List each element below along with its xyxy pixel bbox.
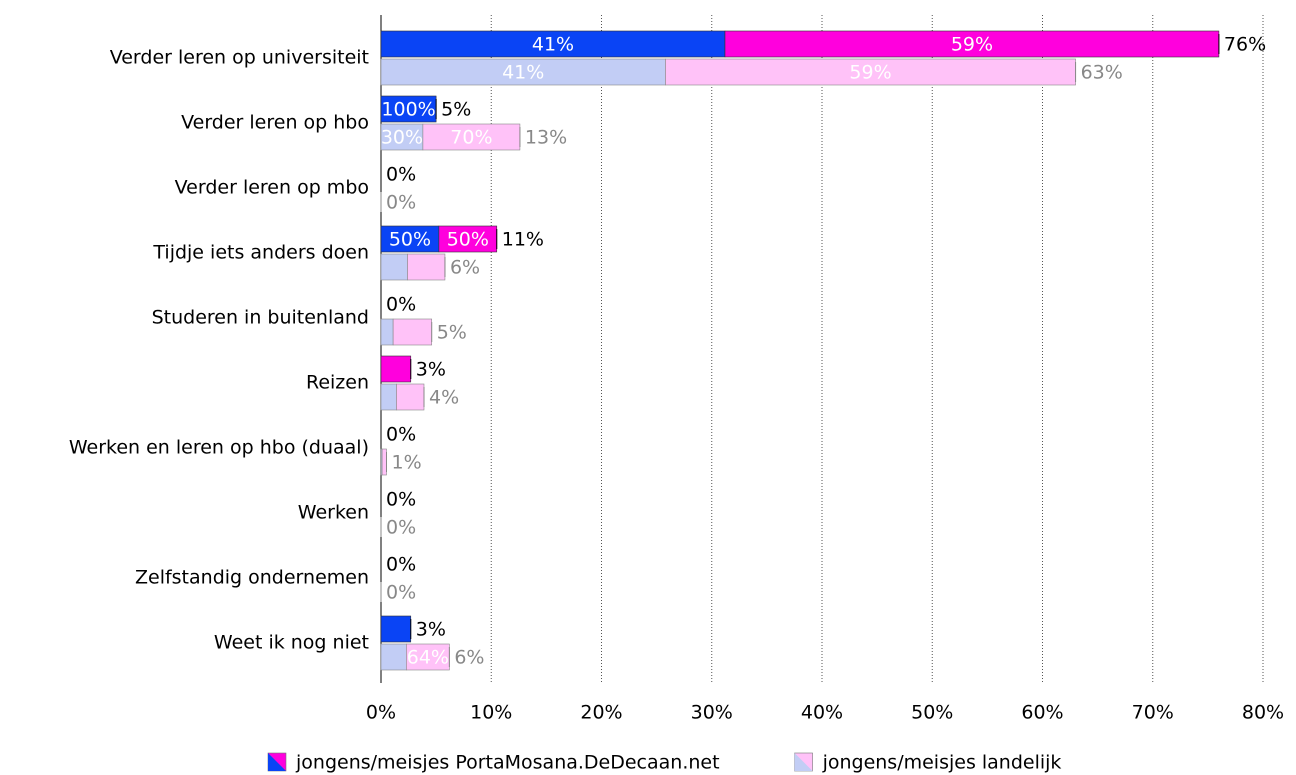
legend-label: jongens/meisjes PortaMosana.DeDecaan.net <box>295 752 720 774</box>
total-label: 63% <box>1081 62 1123 84</box>
bar-segment <box>380 318 394 346</box>
total-label: 0% <box>386 424 416 446</box>
share-label: 50% <box>389 229 431 251</box>
x-tick-label: 40% <box>801 702 843 724</box>
total-label: 11% <box>502 229 544 251</box>
category-label: Werken en leren op hbo (duaal) <box>69 437 369 459</box>
legend-swatch <box>794 753 813 771</box>
bar-segment <box>407 253 446 281</box>
category-label: Studeren in buitenland <box>152 307 369 329</box>
x-tick-label: 10% <box>470 702 512 724</box>
bar-segment <box>392 318 433 346</box>
share-label: 70% <box>450 127 492 149</box>
legend-label: jongens/meisjes landelijk <box>822 752 1062 774</box>
x-tick-label: 30% <box>691 702 733 724</box>
share-label: 59% <box>951 34 993 56</box>
total-label: 6% <box>450 257 480 279</box>
share-label: 50% <box>447 229 489 251</box>
bar-segment <box>380 355 412 383</box>
total-label: 4% <box>429 387 459 409</box>
legend-swatch <box>268 753 286 771</box>
x-tick-label: 0% <box>366 702 396 724</box>
total-label: 13% <box>525 127 567 149</box>
bar-segment <box>380 30 726 58</box>
total-label: 1% <box>392 452 422 474</box>
bar-segment <box>380 225 440 253</box>
x-tick-label: 80% <box>1242 702 1284 724</box>
bar-segment <box>396 383 425 411</box>
bar-segment <box>406 643 450 671</box>
total-label: 0% <box>386 192 416 214</box>
total-label: 3% <box>416 619 446 641</box>
total-label: 5% <box>441 99 471 121</box>
bar-segment <box>380 58 666 86</box>
category-label: Reizen <box>306 372 369 394</box>
bar-segment <box>380 123 424 151</box>
bar-segment <box>380 615 412 643</box>
total-label: 76% <box>1224 34 1266 56</box>
share-label: 41% <box>532 34 574 56</box>
share-label: 59% <box>849 62 891 84</box>
bar-segment <box>665 58 1076 86</box>
x-tick-label: 20% <box>580 702 622 724</box>
share-label: 41% <box>502 62 544 84</box>
total-label: 0% <box>386 164 416 186</box>
x-tick-label: 60% <box>1021 702 1063 724</box>
category-label: Verder leren op mbo <box>175 177 369 199</box>
share-label: 30% <box>381 127 423 149</box>
total-label: 5% <box>437 322 467 344</box>
category-label: Tijdje iets anders doen <box>152 242 369 264</box>
total-label: 0% <box>386 517 416 539</box>
total-label: 0% <box>386 294 416 316</box>
category-label: Werken <box>298 502 369 524</box>
bar-segment <box>380 253 408 281</box>
category-label: Verder leren op universiteit <box>110 47 369 69</box>
x-tick-label: 70% <box>1132 702 1174 724</box>
total-label: 3% <box>416 359 446 381</box>
share-label: 100% <box>381 99 435 121</box>
bar-segment <box>380 95 437 123</box>
bar-segment <box>380 643 407 671</box>
bar-segment <box>724 30 1220 58</box>
category-label: Verder leren op hbo <box>181 112 369 134</box>
total-label: 6% <box>454 647 484 669</box>
category-label: Zelfstandig ondernemen <box>135 567 369 589</box>
total-label: 0% <box>386 554 416 576</box>
total-label: 0% <box>386 582 416 604</box>
share-label: 64% <box>407 647 449 669</box>
bar-segment <box>380 383 397 411</box>
x-tick-label: 50% <box>911 702 953 724</box>
category-label: Weet ik nog niet <box>214 632 369 654</box>
total-label: 0% <box>386 489 416 511</box>
bar-segment <box>381 448 387 476</box>
